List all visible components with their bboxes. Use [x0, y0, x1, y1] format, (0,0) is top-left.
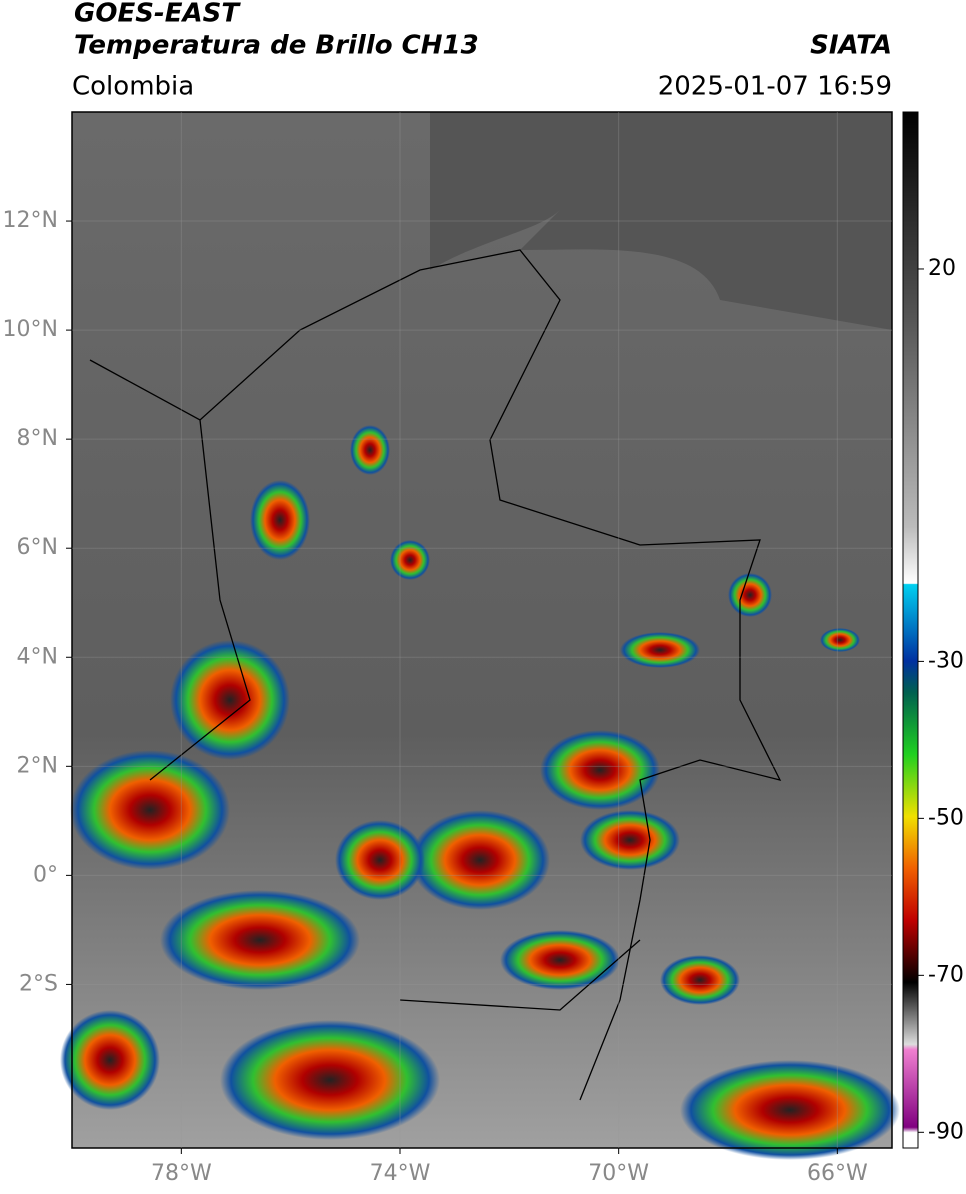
lat-label: 4°N [17, 644, 58, 669]
region: Colombia [72, 72, 194, 102]
lon-label: 66°W [807, 1161, 868, 1186]
colorbar-label: -50 [928, 805, 964, 830]
lat-label: 2°S [19, 971, 58, 996]
title: GOES-EAST [74, 0, 241, 29]
subtitle: Temperatura de Brillo CH13 [74, 31, 479, 61]
lat-label: 6°N [17, 535, 58, 560]
map-frame [71, 111, 893, 1149]
lon-label: 70°W [588, 1161, 649, 1186]
lat-label: 8°N [17, 426, 58, 451]
lat-label: 2°N [17, 753, 58, 778]
lon-label: 78°W [151, 1161, 212, 1186]
lat-label: 10°N [3, 317, 58, 342]
lon-label: 74°W [370, 1161, 431, 1186]
colorbar-label: -90 [928, 1119, 964, 1144]
map-image [60, 112, 900, 1160]
borders [89, 249, 782, 1101]
lat-label: 0° [33, 862, 58, 887]
lat-label: 12°N [3, 208, 58, 233]
datetime: 2025-01-07 16:59 [658, 72, 892, 102]
colorbar-label: -70 [928, 962, 964, 987]
sea [430, 112, 892, 330]
source: SIATA [810, 31, 892, 61]
storms [60, 425, 900, 1160]
colorbar [902, 111, 919, 1149]
colorbar-label: 20 [928, 256, 956, 281]
colorbar-label: -30 [928, 648, 964, 673]
